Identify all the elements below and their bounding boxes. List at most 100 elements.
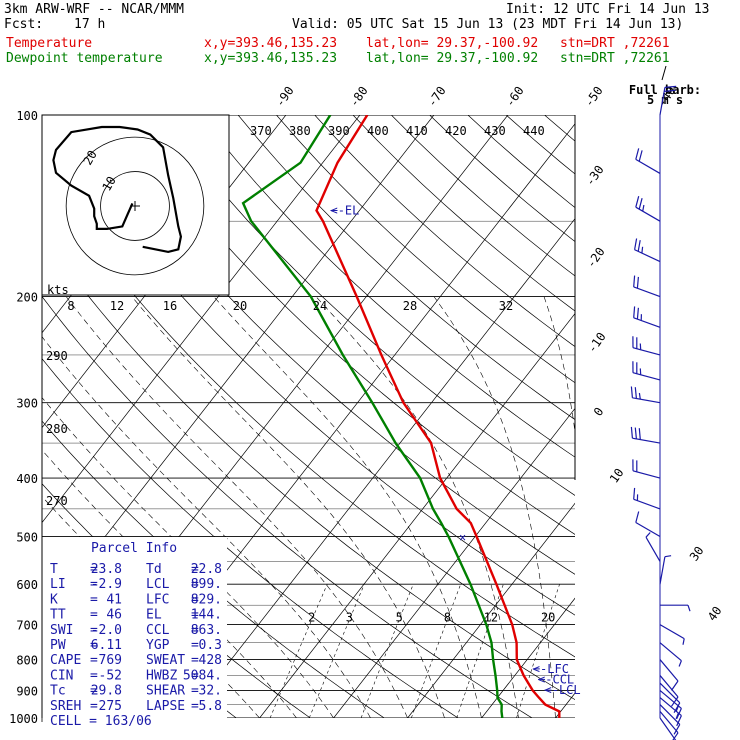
- upper-temperature-label: -60: [503, 84, 527, 110]
- isotherm: [481, 597, 575, 718]
- wind-barb-flag: [635, 148, 640, 160]
- wind-barb-staff: [659, 717, 677, 740]
- mixing-ratio-label: 2: [308, 611, 315, 625]
- barb-legend-sample: [661, 65, 667, 81]
- parcel-info-value: -2.9: [91, 577, 122, 592]
- wind-barb-half: [675, 712, 679, 720]
- wind-barb-flag: [672, 732, 679, 740]
- wind-barb-staff: [633, 317, 661, 328]
- wind-barb-flag: [638, 428, 641, 440]
- wind-barb: [634, 238, 661, 263]
- mixing-ratio-label: 5: [396, 611, 403, 625]
- level-marker-lcl: <-LCL: [545, 683, 581, 697]
- forecast-hour: 17 h: [74, 17, 106, 32]
- dry-adiabat: [583, 115, 740, 718]
- hodograph-speed-label: 32: [499, 299, 513, 313]
- parcel-info-key: TT: [50, 608, 66, 623]
- wind-barb: [635, 148, 661, 174]
- dry-adiabat: [46, 115, 575, 616]
- wind-barb: [659, 642, 682, 667]
- wind-barb-flag: [638, 198, 643, 210]
- mixing-ratio-label: 12: [484, 611, 498, 625]
- wind-barb: [632, 336, 661, 356]
- dry-adiabat: [429, 115, 575, 242]
- isotherm: [42, 115, 435, 619]
- theta-e-label: 370: [250, 124, 272, 138]
- level-marker-lfc: <-LFC: [533, 662, 569, 676]
- temperature-legend-name: Temperature: [6, 36, 93, 51]
- temperature-tick-label: -30: [583, 163, 607, 189]
- wind-barb-flag: [637, 240, 641, 252]
- parcel-info-value: 0.3: [199, 638, 222, 653]
- wind-barb-staff: [633, 286, 661, 298]
- upper-temperature-label: -90: [273, 84, 297, 110]
- parcel-info-value: 144.: [191, 608, 222, 623]
- parcel-info-key: K: [50, 592, 58, 607]
- parcel-info-value: 22.8: [191, 562, 222, 577]
- wind-barb-half: [642, 204, 645, 212]
- mixing-ratio-label: 8: [444, 611, 451, 625]
- parcel-info-equals: =: [191, 577, 199, 592]
- mixing-ratio-line: [309, 584, 365, 718]
- parcel-info-key: LCL: [146, 577, 170, 592]
- parcel-info-equals: =: [191, 699, 199, 714]
- isotherm: [259, 313, 575, 718]
- temperature-tick-label: 0: [591, 405, 607, 419]
- theta-e-label: 390: [328, 124, 350, 138]
- hodograph-ring: [65, 136, 205, 276]
- dry-adiabat: [161, 115, 575, 496]
- hodograph-speed-label: 20: [233, 299, 247, 313]
- isotherm: [333, 407, 575, 718]
- pressure-tick-label: 600: [16, 578, 38, 592]
- wind-barb-staff: [632, 437, 661, 444]
- wind-barb-staff: [659, 624, 685, 640]
- temperature-line: [315, 115, 561, 718]
- parcel-info-value: -52: [99, 668, 122, 683]
- wind-barb-flag: [638, 150, 643, 162]
- wind-barb-half: [638, 392, 641, 400]
- theta-label: 270: [46, 494, 68, 508]
- wind-barb-flag: [671, 680, 679, 691]
- wind-barb: [632, 459, 661, 479]
- dry-adiabat: [122, 115, 575, 535]
- theta-e-label: 440: [523, 124, 545, 138]
- temperature-tick-label: 10: [607, 466, 627, 486]
- wind-barb: [635, 511, 661, 537]
- theta-e-label: 380: [289, 124, 311, 138]
- mixing-ratio-line: [360, 584, 414, 718]
- parcel-info-equals: =: [90, 562, 98, 577]
- dry-adiabat: [505, 115, 575, 175]
- wind-barb-staff: [659, 697, 682, 717]
- hodograph-ring: [100, 171, 170, 241]
- isotherm: [185, 218, 575, 718]
- parcel-info-equals: =: [191, 623, 199, 638]
- wind-barb: [659, 710, 679, 740]
- parcel-info-equals: =: [90, 668, 98, 683]
- wind-barb: [659, 697, 682, 727]
- wind-barb: [632, 361, 661, 381]
- dry-adiabat: [42, 295, 533, 718]
- wind-barb-staff: [632, 470, 661, 479]
- hodograph-trace: [52, 125, 183, 254]
- hodograph-ring-label: 10: [99, 174, 118, 194]
- wind-barb-half: [664, 555, 672, 558]
- parcel-info-panel: [42, 537, 227, 722]
- parcel-info-value: 5084.: [183, 668, 222, 683]
- theta-label: 280: [46, 422, 68, 436]
- isotherm: [407, 502, 575, 718]
- wind-barb-flag: [630, 426, 633, 439]
- forecast-label: Fcst:: [4, 17, 44, 32]
- isotherm: [42, 115, 361, 524]
- wind-barb: [633, 487, 661, 510]
- parcel-info-key: CELL = 163/06: [50, 714, 152, 729]
- parcel-info-equals: =: [90, 699, 98, 714]
- wind-barb-flag: [630, 386, 633, 398]
- wind-barb: [659, 682, 681, 713]
- wind-barb-staff: [635, 158, 661, 174]
- wind-barb-half: [645, 532, 651, 538]
- dry-adiabat: [621, 115, 740, 718]
- mixing-ratio-line: [411, 584, 461, 718]
- wind-barb: [659, 659, 679, 691]
- dry-adiabat: [698, 115, 740, 718]
- pressure-tick-label: 400: [16, 472, 38, 486]
